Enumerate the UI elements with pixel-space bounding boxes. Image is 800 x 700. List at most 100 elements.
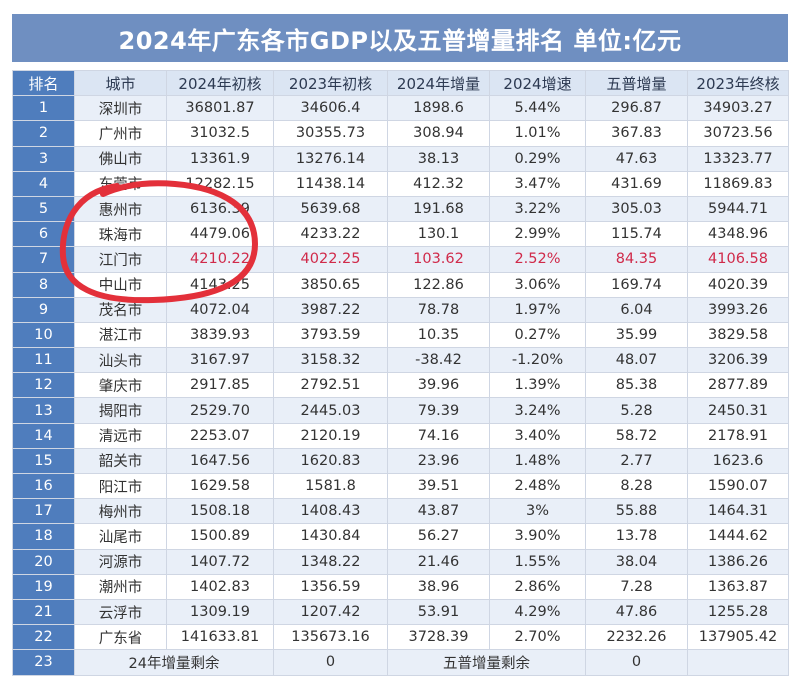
cell-gdp-2024-prelim: 1629.58	[166, 472, 274, 500]
header-gdp-2024-prelim: 2024年初核	[166, 69, 274, 97]
cell-increment-2024: 43.87	[387, 498, 490, 525]
cell-city: 广东省	[74, 624, 167, 651]
table-row: 11 汕头市 3167.97 3158.32 -38.42 -1.20% 48.07 3206…	[12, 347, 789, 374]
cell-census-increment: 48.07	[585, 347, 688, 374]
cell-gdp-2023-final: 4020.39	[687, 271, 789, 298]
cell-census-increment: 2232.26	[585, 624, 688, 651]
cell-gdp-2023-final: 3206.39	[687, 347, 789, 374]
cell-rank: 9	[12, 296, 75, 323]
cell-gdp-2023-prelim: 3793.59	[273, 321, 388, 349]
cell-growth-2024: 2.52%	[489, 246, 586, 273]
cell-gdp-2024-prelim: 4072.04	[166, 296, 274, 323]
cell-census-increment: 296.87	[585, 95, 688, 122]
table-row: 15 韶关市 1647.56 1620.83 23.96 1.48% 2.77 1623.6	[12, 447, 789, 475]
cell-gdp-2023-final: 1590.07	[687, 472, 789, 500]
cell-rank: 21	[12, 598, 75, 626]
cell-increment-2024: 38.96	[387, 573, 490, 600]
cell-city: 惠州市	[74, 195, 167, 223]
header-increment-2024: 2024年增量	[387, 69, 490, 97]
cell-gdp-2024-prelim: 3839.93	[166, 321, 274, 349]
header-city: 城市	[74, 69, 167, 97]
header-growth-2024: 2024增速	[489, 69, 586, 97]
cell-increment-2024: 74.16	[387, 422, 490, 449]
header-rank: 排名	[12, 69, 75, 97]
summary-label-census-remaining: 五普增量剩余	[387, 649, 586, 676]
cell-city: 汕头市	[74, 347, 167, 374]
table-row: 16 阳江市 1629.58 1581.8 39.51 2.48% 8.28 1590.07	[12, 472, 789, 500]
cell-city: 云浮市	[74, 598, 167, 626]
cell-rank: 15	[12, 447, 75, 475]
cell-gdp-2024-prelim: 1407.72	[166, 548, 274, 575]
cell-growth-2024: 2.99%	[489, 221, 586, 248]
cell-gdp-2023-prelim: 1620.83	[273, 447, 388, 475]
cell-city: 潮州市	[74, 573, 167, 600]
cell-census-increment: 13.78	[585, 523, 688, 550]
cell-rank: 2	[12, 120, 75, 147]
cell-gdp-2024-prelim: 1402.83	[166, 573, 274, 600]
cell-city: 韶关市	[74, 447, 167, 475]
cell-gdp-2023-final: 2450.31	[687, 397, 789, 424]
table-row: 21 云浮市 1309.19 1207.42 53.91 4.29% 47.86 1255.2…	[12, 598, 789, 626]
cell-gdp-2024-prelim: 141633.81	[166, 624, 274, 651]
cell-city: 东莞市	[74, 170, 167, 197]
summary-empty-cell	[687, 649, 789, 676]
cell-census-increment: 8.28	[585, 472, 688, 500]
table-row: 20 河源市 1407.72 1348.22 21.46 1.55% 38.04 1386.2…	[12, 548, 789, 575]
cell-gdp-2024-prelim: 1500.89	[166, 523, 274, 550]
cell-rank: 7	[12, 246, 75, 273]
table-title: 2024年广东各市GDP以及五普增量排名 单位:亿元	[12, 14, 788, 62]
cell-rank: 10	[12, 321, 75, 349]
cell-census-increment: 305.03	[585, 195, 688, 223]
cell-rank: 18	[12, 523, 75, 550]
cell-city: 揭阳市	[74, 397, 167, 424]
cell-rank: 19	[12, 573, 75, 600]
cell-rank: 11	[12, 347, 75, 374]
header-gdp-2023-final: 2023年终核	[687, 69, 789, 97]
cell-growth-2024: -1.20%	[489, 347, 586, 374]
cell-gdp-2023-prelim: 1348.22	[273, 548, 388, 575]
cell-gdp-2023-final: 1363.87	[687, 573, 789, 600]
cell-rank: 6	[12, 221, 75, 248]
cell-census-increment: 169.74	[585, 271, 688, 298]
cell-rank: 16	[12, 472, 75, 500]
cell-census-increment: 6.04	[585, 296, 688, 323]
cell-city: 梅州市	[74, 498, 167, 525]
cell-increment-2024: 78.78	[387, 296, 490, 323]
cell-gdp-2023-prelim: 1430.84	[273, 523, 388, 550]
table-row: 5 惠州市 6136.39 5639.68 191.68 3.22% 305.03 5944.…	[12, 195, 789, 223]
table-row: 17 梅州市 1508.18 1408.43 43.87 3% 55.88 1464.31	[12, 498, 789, 525]
cell-gdp-2023-final: 1255.28	[687, 598, 789, 626]
cell-increment-2024: -38.42	[387, 347, 490, 374]
cell-increment-2024: 39.96	[387, 372, 490, 399]
table-row: 1 深圳市 36801.87 34606.4 1898.6 5.44% 296.87 3490…	[12, 95, 789, 122]
cell-rank: 1	[12, 95, 75, 122]
cell-growth-2024: 3.90%	[489, 523, 586, 550]
cell-gdp-2023-prelim: 2445.03	[273, 397, 388, 424]
summary-label-increment-remaining: 24年增量剩余	[74, 649, 274, 676]
cell-gdp-2023-final: 1444.62	[687, 523, 789, 550]
cell-city: 中山市	[74, 271, 167, 298]
cell-increment-2024: 10.35	[387, 321, 490, 349]
cell-growth-2024: 3.40%	[489, 422, 586, 449]
cell-growth-2024: 1.01%	[489, 120, 586, 147]
cell-gdp-2024-prelim: 13361.9	[166, 145, 274, 172]
cell-gdp-2024-prelim: 2917.85	[166, 372, 274, 399]
cell-rank: 3	[12, 145, 75, 172]
cell-growth-2024: 1.55%	[489, 548, 586, 575]
cell-growth-2024: 2.70%	[489, 624, 586, 651]
table-row: 6 珠海市 4479.06 4233.22 130.1 2.99% 115.74 4348.9…	[12, 221, 789, 248]
cell-city: 河源市	[74, 548, 167, 575]
summary-value-census-remaining: 0	[585, 649, 688, 676]
cell-gdp-2023-prelim: 1207.42	[273, 598, 388, 626]
cell-census-increment: 431.69	[585, 170, 688, 197]
cell-increment-2024: 130.1	[387, 221, 490, 248]
cell-city: 珠海市	[74, 221, 167, 248]
cell-growth-2024: 1.48%	[489, 447, 586, 475]
summary-rank: 23	[12, 649, 75, 676]
cell-census-increment: 47.63	[585, 145, 688, 172]
cell-city: 阳江市	[74, 472, 167, 500]
cell-gdp-2023-prelim: 1408.43	[273, 498, 388, 525]
cell-increment-2024: 103.62	[387, 246, 490, 273]
cell-gdp-2023-final: 30723.56	[687, 120, 789, 147]
table-row: 2 广州市 31032.5 30355.73 308.94 1.01% 367.83 3072…	[12, 120, 789, 147]
